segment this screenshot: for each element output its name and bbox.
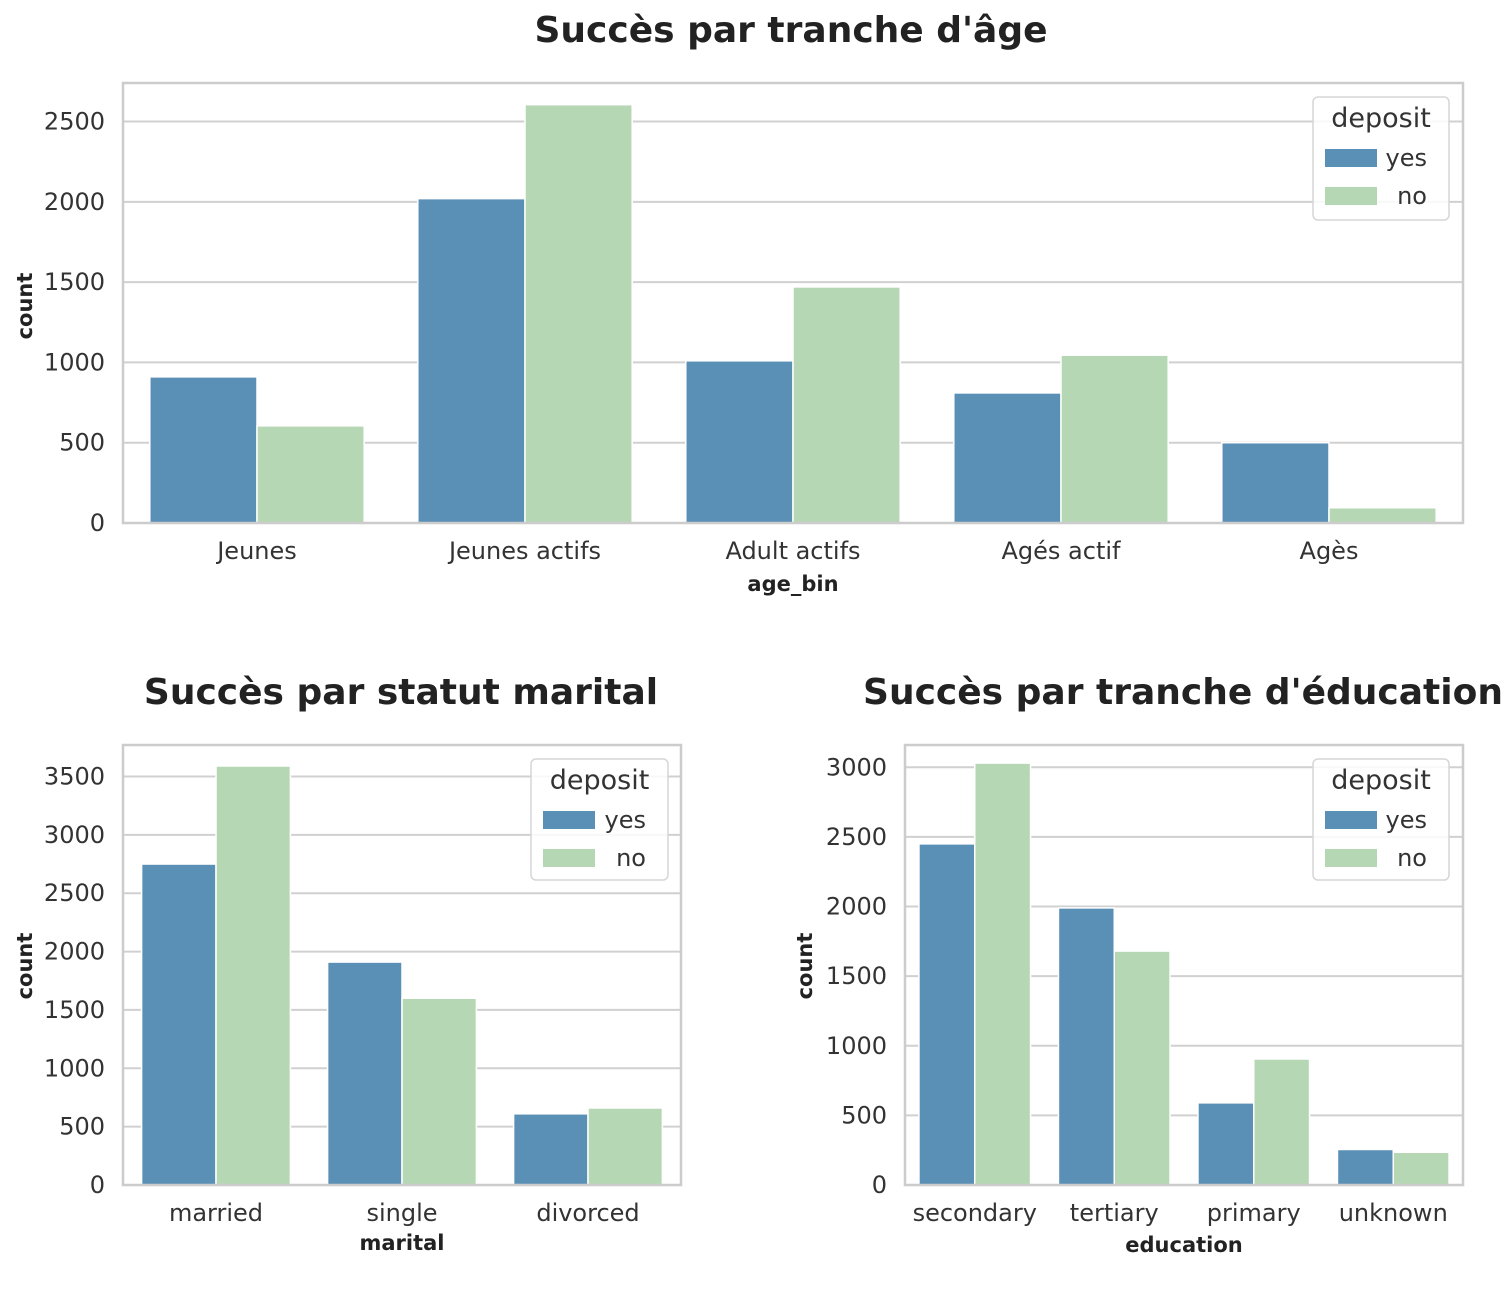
legend: deposit yes no <box>1312 758 1450 881</box>
y-tick-label: 2500 <box>44 108 105 136</box>
bar-yes-divorced <box>512 1113 589 1186</box>
y-tick-label: 500 <box>841 1101 887 1129</box>
y-tick-label: 2000 <box>44 938 105 966</box>
bar-no-divorced <box>587 1107 664 1186</box>
x-axis-label: age_bin <box>747 572 838 596</box>
x-tick-label: Adult actifs <box>725 537 860 565</box>
legend-swatch-no <box>1325 849 1377 867</box>
legend-title: deposit <box>1331 765 1431 796</box>
y-tick-label: 1000 <box>44 1054 105 1082</box>
bar-yes-single <box>326 961 403 1186</box>
bar-yes-ag-s-actif <box>953 392 1062 524</box>
legend-swatch-yes <box>543 811 595 829</box>
chart-title: Succès par statut marital <box>144 672 658 713</box>
y-tick-label: 1500 <box>826 962 887 990</box>
plot-frame <box>121 81 1465 525</box>
y-tick-label: 2000 <box>826 893 887 921</box>
legend-swatch-no <box>543 849 595 867</box>
legend-label-no: no <box>1397 182 1427 210</box>
x-tick-label: primary <box>1207 1199 1301 1227</box>
bar-yes-adult-actifs <box>685 360 794 524</box>
bar-no-secondary <box>974 762 1032 1186</box>
bar-no-married <box>215 765 292 1186</box>
bar-yes-secondary <box>918 843 976 1186</box>
bar-no-primary <box>1253 1058 1311 1186</box>
bar-yes-unknown <box>1336 1148 1394 1186</box>
y-tick-label: 3500 <box>44 763 105 791</box>
bar-no-tertiary <box>1113 950 1171 1186</box>
legend-label-yes: yes <box>605 806 646 834</box>
bar-yes-tertiary <box>1057 907 1115 1186</box>
y-tick-label: 1500 <box>44 996 105 1024</box>
bar-yes-married <box>140 863 217 1186</box>
legend-label-yes: yes <box>1386 144 1427 172</box>
bar-no-ag-s-actif <box>1060 354 1169 524</box>
x-tick-label: Jeunes actifs <box>447 537 601 565</box>
y-tick-label: 1000 <box>44 348 105 376</box>
bar-no-ag-s <box>1328 506 1437 524</box>
y-tick-label: 0 <box>872 1171 887 1199</box>
legend-title: deposit <box>1331 103 1431 134</box>
y-axis-label: count <box>13 933 37 1000</box>
legend: deposit yes no <box>1312 96 1450 221</box>
y-tick-label: 500 <box>59 1113 105 1141</box>
x-axis-label: education <box>1125 1233 1242 1257</box>
y-tick-label: 0 <box>90 509 105 537</box>
chart-title: Succès par tranche d'éducation <box>863 672 1503 713</box>
bar-yes-jeunes <box>149 376 258 524</box>
y-tick-label: 3000 <box>44 821 105 849</box>
x-tick-label: Agés actif <box>1002 537 1122 565</box>
chart-1: Succès par tranche d'âge 0 500 1000 1500 2000… <box>13 10 1465 596</box>
x-tick-label: Agès <box>1300 537 1359 565</box>
bar-no-jeunes <box>256 425 365 524</box>
x-tick-label: secondary <box>913 1199 1037 1227</box>
x-tick-label: unknown <box>1339 1199 1448 1227</box>
y-tick-label: 2500 <box>826 823 887 851</box>
bar-yes-ag-s <box>1221 441 1330 524</box>
y-tick-label: 0 <box>90 1171 105 1199</box>
legend-label-yes: yes <box>1386 806 1427 834</box>
x-tick-label: single <box>366 1199 437 1227</box>
legend-swatch-no <box>1325 187 1377 205</box>
bar-no-single <box>401 997 478 1186</box>
x-tick-label: married <box>169 1199 263 1227</box>
x-tick-label: divorced <box>536 1199 639 1227</box>
y-axis-label: count <box>793 933 817 1000</box>
legend-swatch-yes <box>1325 811 1377 829</box>
plot-frame <box>903 743 1465 1187</box>
chart-title: Succès par tranche d'âge <box>534 10 1047 51</box>
bar-yes-jeunes-actifs <box>417 197 526 524</box>
y-tick-label: 1000 <box>826 1032 887 1060</box>
bar-yes-primary <box>1197 1102 1255 1186</box>
chart-3: Succès par tranche d'éducation 0 500 1000 15… <box>793 672 1503 1257</box>
bar-no-unknown <box>1392 1151 1450 1186</box>
x-tick-label: tertiary <box>1070 1199 1159 1227</box>
y-axis-label: count <box>13 273 37 340</box>
chart-2: Succès par statut marital 0 500 1000 1500 200… <box>13 672 683 1255</box>
y-tick-label: 2000 <box>44 188 105 216</box>
y-tick-label: 2500 <box>44 879 105 907</box>
y-tick-label: 3000 <box>826 753 887 781</box>
legend: deposit yes no <box>530 758 669 881</box>
legend-title: deposit <box>550 765 650 796</box>
x-axis-label: marital <box>359 1231 444 1255</box>
legend-swatch-yes <box>1325 149 1377 167</box>
legend-label-no: no <box>1397 844 1427 872</box>
plot-frame <box>121 743 683 1187</box>
y-tick-label: 1500 <box>44 268 105 296</box>
bar-no-adult-actifs <box>792 286 901 524</box>
bar-no-jeunes-actifs <box>524 103 633 524</box>
legend-label-no: no <box>616 844 646 872</box>
y-tick-label: 500 <box>59 429 105 457</box>
x-tick-label: Jeunes <box>215 537 297 565</box>
